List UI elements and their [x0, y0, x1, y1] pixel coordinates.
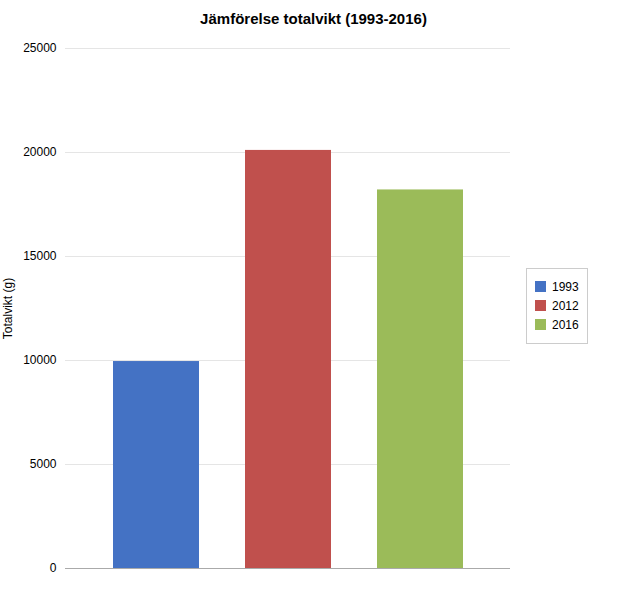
- html-text:2016: 2016: [552, 317, 579, 332]
- svg-text:15000: 15000: [23, 249, 57, 263]
- svg-text:10000: 10000: [23, 353, 57, 367]
- html-text:1993: 1993: [552, 279, 579, 294]
- svg-text:25000: 25000: [23, 41, 57, 55]
- svg-text:5000: 5000: [30, 457, 57, 471]
- svg-text:Totalvikt (g): Totalvikt (g): [1, 278, 15, 339]
- html-text:2012: 2012: [552, 298, 579, 313]
- svg-text:0: 0: [50, 561, 57, 575]
- svg-text:20000: 20000: [23, 145, 57, 159]
- html-text:Jämförelse totalvikt (1993-201: Jämförelse totalvikt (1993-2016): [200, 10, 427, 27]
